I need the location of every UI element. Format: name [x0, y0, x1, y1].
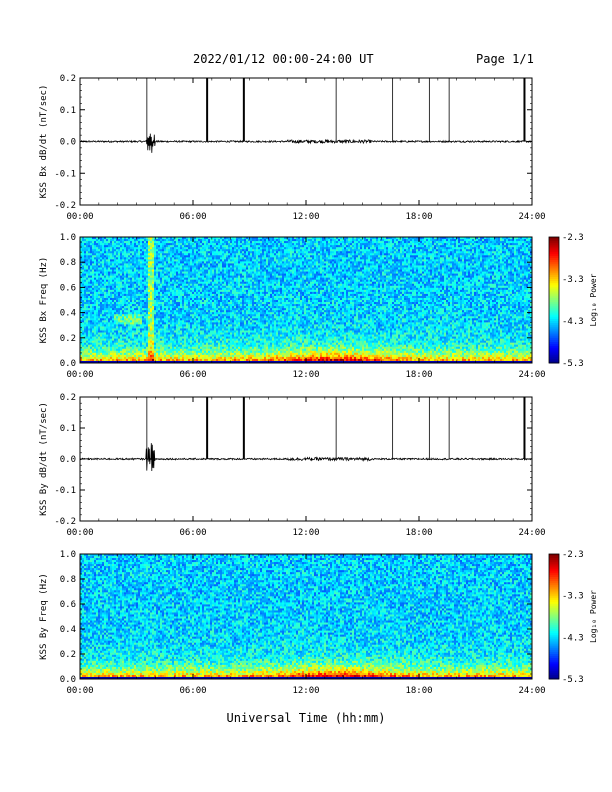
y-tick-label: -0.2: [54, 201, 76, 211]
y-axis-label: KSS Bx dB/dt (nT/sec): [39, 85, 49, 199]
y-tick-label: -0.1: [54, 169, 76, 179]
heatmap: [80, 237, 532, 363]
series-group: [80, 78, 532, 153]
x-tick-label: 12:00: [292, 212, 319, 222]
y-tick-label: 0.1: [60, 106, 76, 116]
y-tick-label: 0.2: [60, 74, 76, 84]
x-tick-label: 18:00: [405, 212, 432, 222]
x-tick-label: 06:00: [179, 212, 206, 222]
x-tick-label: 00:00: [66, 212, 93, 222]
x-tick-label: 24:00: [518, 212, 545, 222]
data-line: [80, 134, 532, 153]
y-tick-label: 0.0: [60, 138, 76, 148]
